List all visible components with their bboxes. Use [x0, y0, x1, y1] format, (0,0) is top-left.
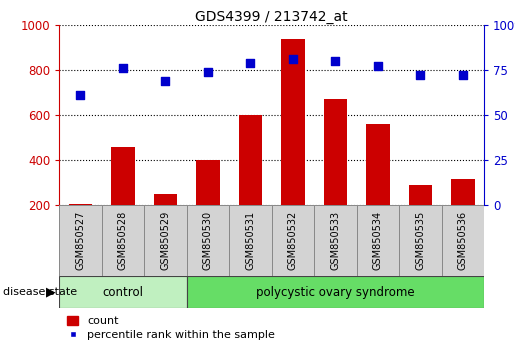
Bar — [399, 205, 442, 276]
Title: GDS4399 / 213742_at: GDS4399 / 213742_at — [195, 10, 348, 24]
Point — [416, 73, 424, 78]
Point — [331, 58, 339, 64]
Point — [161, 78, 169, 84]
Text: GSM850534: GSM850534 — [373, 211, 383, 270]
Text: GSM850532: GSM850532 — [288, 211, 298, 270]
Bar — [186, 205, 229, 276]
Bar — [441, 205, 484, 276]
Point — [76, 92, 84, 98]
Point — [119, 65, 127, 71]
Bar — [281, 39, 304, 251]
Bar — [324, 99, 347, 251]
Bar — [144, 205, 186, 276]
Text: GSM850528: GSM850528 — [118, 211, 128, 270]
Text: polycystic ovary syndrome: polycystic ovary syndrome — [256, 286, 415, 298]
Point — [374, 63, 382, 69]
Bar — [356, 205, 399, 276]
Bar — [59, 276, 186, 308]
Bar — [272, 205, 314, 276]
Bar — [111, 147, 134, 251]
Text: GSM850527: GSM850527 — [76, 211, 85, 270]
Point — [289, 56, 297, 62]
Point — [246, 60, 254, 65]
Bar — [196, 160, 219, 251]
Point — [204, 69, 212, 75]
Text: GSM850530: GSM850530 — [203, 211, 213, 270]
Bar — [229, 205, 271, 276]
Text: control: control — [102, 286, 144, 298]
Bar — [69, 204, 92, 251]
Bar — [409, 185, 432, 251]
Bar — [154, 194, 177, 251]
Text: GSM850531: GSM850531 — [246, 211, 255, 270]
Bar — [366, 124, 389, 251]
Legend: count, percentile rank within the sample: count, percentile rank within the sample — [65, 314, 277, 342]
Text: GSM850536: GSM850536 — [458, 211, 468, 270]
Bar — [239, 115, 262, 251]
Bar — [102, 205, 144, 276]
Bar — [186, 276, 484, 308]
Text: GSM850533: GSM850533 — [331, 211, 340, 270]
Text: GSM850529: GSM850529 — [161, 211, 170, 270]
Bar — [59, 205, 102, 276]
Bar — [314, 205, 356, 276]
Text: ▶: ▶ — [46, 286, 56, 298]
Text: GSM850535: GSM850535 — [416, 211, 425, 270]
Point — [459, 73, 467, 78]
Text: disease state: disease state — [3, 287, 77, 297]
Bar — [451, 179, 474, 251]
